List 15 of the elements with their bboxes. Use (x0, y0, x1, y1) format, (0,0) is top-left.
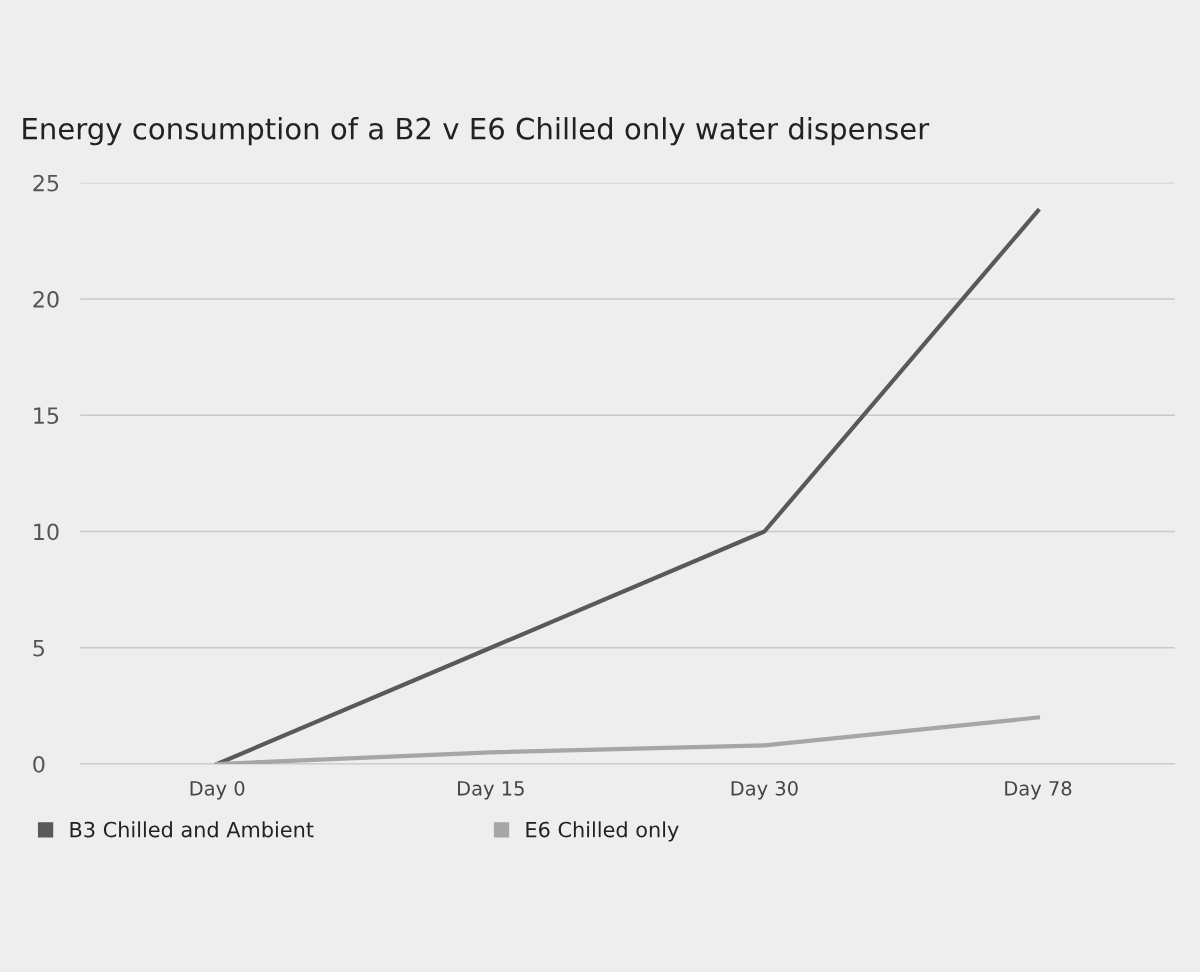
y-tick-label: 25 (33, 174, 59, 192)
x-tick-label: Day 15 (458, 781, 524, 800)
y-tick-label: 15 (34, 407, 59, 424)
line-series (215, 715, 1041, 764)
x-tick-label: Day 30 (731, 781, 798, 800)
y-tick-label: 20 (33, 290, 59, 308)
line-series (215, 208, 1041, 764)
y-tick-label: 10 (34, 523, 59, 541)
x-tick-label: Day 78 (1005, 781, 1072, 800)
chart-title: Energy consumption of a B2 v E6 Chilled only water dispenser (23, 117, 930, 146)
y-tick-label: 5 (33, 639, 44, 657)
legend-label: E6 Chilled only (526, 821, 679, 842)
y-tick-label: 0 (33, 755, 45, 773)
legend-label: B3 Chilled and Ambient (70, 821, 314, 838)
x-tick-label: Day 0 (190, 781, 245, 800)
